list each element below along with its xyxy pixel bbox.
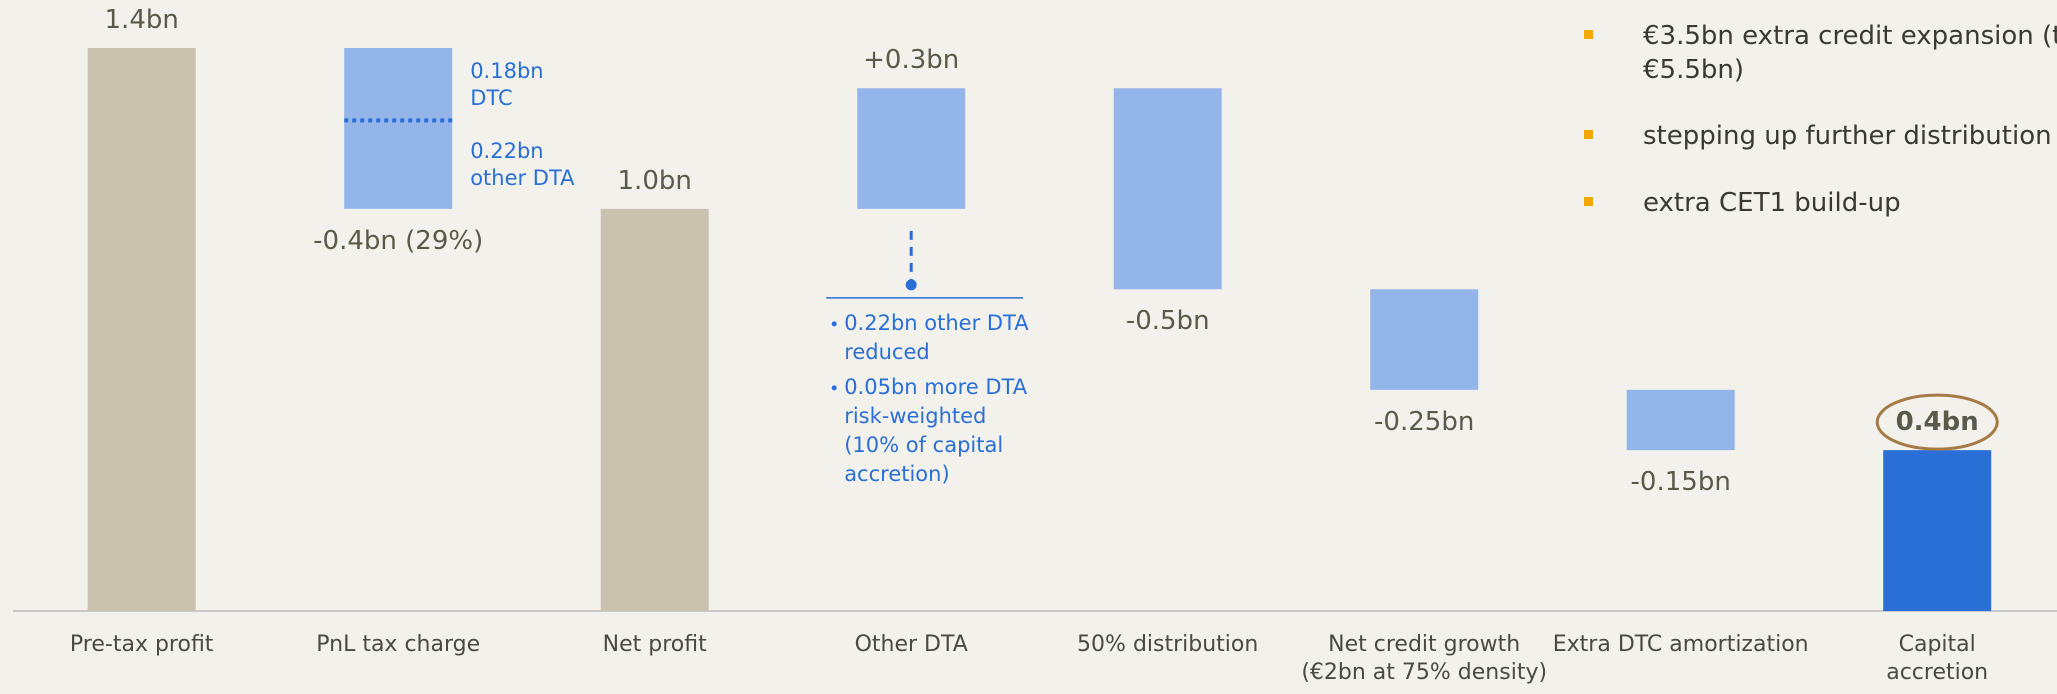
bar [87,48,196,611]
value-label: -0.4bn (29%) [313,225,484,256]
note-marker [1584,30,1593,39]
breakdown-value: 0.18bn [470,59,544,83]
bar [1883,450,1992,611]
value-label: 0.4bn [1895,406,1979,437]
note-marker [1584,130,1593,139]
value-label: -0.25bn [1374,406,1475,437]
x-tick-label: Pre-tax profit [69,632,214,657]
connector-dot [905,279,917,291]
note: €3.5bn extra credit expansion (t €5.5bn) [1643,21,2057,85]
breakdown-value: 0.22bn [470,139,544,164]
note: stepping up further distribution [1643,121,2052,151]
highlight-ring [1875,393,1999,451]
bullet-dot [831,321,837,327]
note-marker [1584,197,1593,206]
x-tick-label: Extra DTC amortization [1552,632,1809,657]
breakdown-name: other DTA [470,166,575,191]
value-label: +0.3bn [863,44,960,75]
x-tick-label: Other DTA [854,632,968,657]
x-tick-label: Net credit growth (€2bn at 75% density) [1301,632,1548,685]
bar [1370,289,1479,390]
note: extra CET1 build-up [1643,188,1901,218]
x-tick-label: 50% distribution [1077,632,1259,657]
bar [344,48,453,209]
value-label: -0.5bn [1125,306,1210,337]
bar [600,208,709,611]
x-tick-label: Net profit [602,632,707,657]
x-tick-label: Capital accretion [1886,632,1989,685]
bullet-dot [831,385,837,391]
bar [857,88,966,209]
breakdown-name: DTC [470,86,513,110]
value-label: -0.15bn [1630,466,1731,497]
x-tick-label: PnL tax charge [316,632,481,657]
annotation-bullet: 0.22bn other DTA reduced [844,310,1029,364]
value-label: 1.4bn [104,4,179,35]
bar [1113,88,1222,290]
annotation-bullet: 0.05bn more DTA risk-weighted (10% of ca… [844,374,1028,486]
value-label: 1.0bn [617,165,692,196]
bar [1626,389,1735,451]
